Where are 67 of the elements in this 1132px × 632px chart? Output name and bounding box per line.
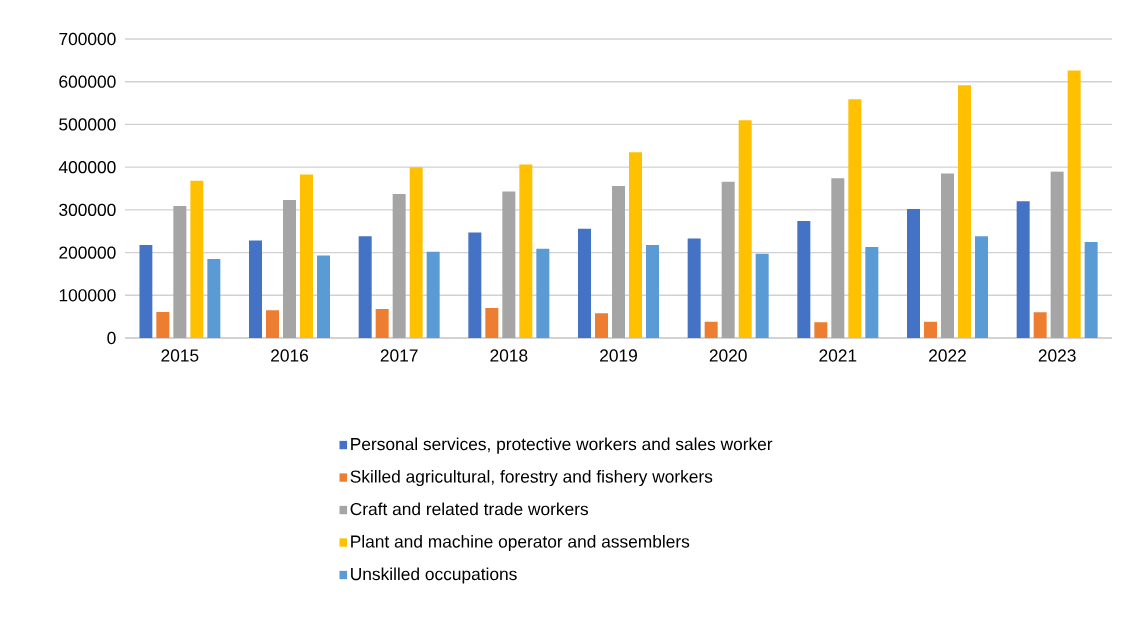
bar: [266, 310, 280, 338]
bar: [358, 236, 372, 338]
bar: [814, 322, 828, 338]
bar: [190, 180, 204, 338]
bar: [426, 251, 440, 338]
x-tick-label: 2021: [819, 349, 857, 362]
bar: [409, 167, 423, 338]
x-tick-label: 2015: [161, 349, 199, 362]
legend-label: Personal services, protective workers and sales worker: [351, 437, 773, 454]
bar: [173, 206, 187, 338]
bar: [578, 228, 591, 338]
y-tick-label: 100000: [59, 289, 116, 302]
x-tick-label: 2017: [380, 349, 418, 362]
bar: [1050, 171, 1064, 338]
bar: [1016, 201, 1030, 338]
bar: [300, 174, 314, 338]
bar: [519, 164, 533, 338]
bar: [865, 247, 879, 338]
bar: [375, 308, 389, 338]
y-tick-label: 200000: [59, 246, 116, 259]
bar: [721, 181, 735, 338]
y-tick-label: 0: [107, 331, 116, 345]
bar: [940, 173, 954, 338]
bar: [646, 244, 659, 338]
bar: [612, 185, 625, 338]
bar: [738, 120, 752, 338]
x-tick-label: 2016: [271, 349, 309, 362]
bar: [975, 236, 988, 338]
bar: [704, 321, 718, 338]
bar: [797, 220, 811, 338]
x-tick-label: 2018: [490, 349, 528, 362]
x-tick-label: 2020: [709, 349, 747, 362]
y-tick-label: 500000: [59, 118, 116, 131]
y-tick-label: 600000: [59, 75, 116, 88]
y-tick-label: 700000: [59, 32, 116, 46]
bar: [595, 313, 608, 338]
x-tick-label: 2023: [1038, 349, 1076, 362]
bar: [536, 248, 550, 338]
bar: [249, 240, 263, 338]
y-tick-label: 400000: [58, 161, 116, 174]
legend-label: Craft and related trade workers: [350, 502, 589, 516]
legend-label: Plant and machine operator and assemblers: [351, 534, 690, 552]
legend-label: Unskilled occupations: [351, 567, 517, 584]
bar: [957, 85, 971, 338]
bar: [1033, 312, 1047, 338]
y-tick-label: 300000: [59, 203, 116, 216]
bar: [392, 194, 406, 338]
bar: [207, 258, 221, 338]
bar: [139, 244, 153, 338]
bar: [1067, 70, 1081, 338]
bar: [831, 178, 845, 338]
bar: [283, 200, 297, 338]
x-tick-label: 2019: [600, 349, 637, 362]
bar: [923, 321, 937, 338]
bar: [687, 238, 701, 338]
bar: [629, 152, 642, 338]
bar: [468, 232, 482, 338]
x-tick-label: 2022: [929, 349, 966, 362]
bar: [485, 308, 499, 338]
bar: [502, 191, 516, 338]
bar: [906, 209, 920, 338]
bar: [755, 253, 769, 338]
bar: [848, 99, 862, 338]
legend-label: Skilled agricultural, forestry and fishery workers: [350, 469, 713, 487]
bar: [317, 255, 331, 338]
bar: [1084, 241, 1098, 338]
bar: [156, 311, 170, 338]
